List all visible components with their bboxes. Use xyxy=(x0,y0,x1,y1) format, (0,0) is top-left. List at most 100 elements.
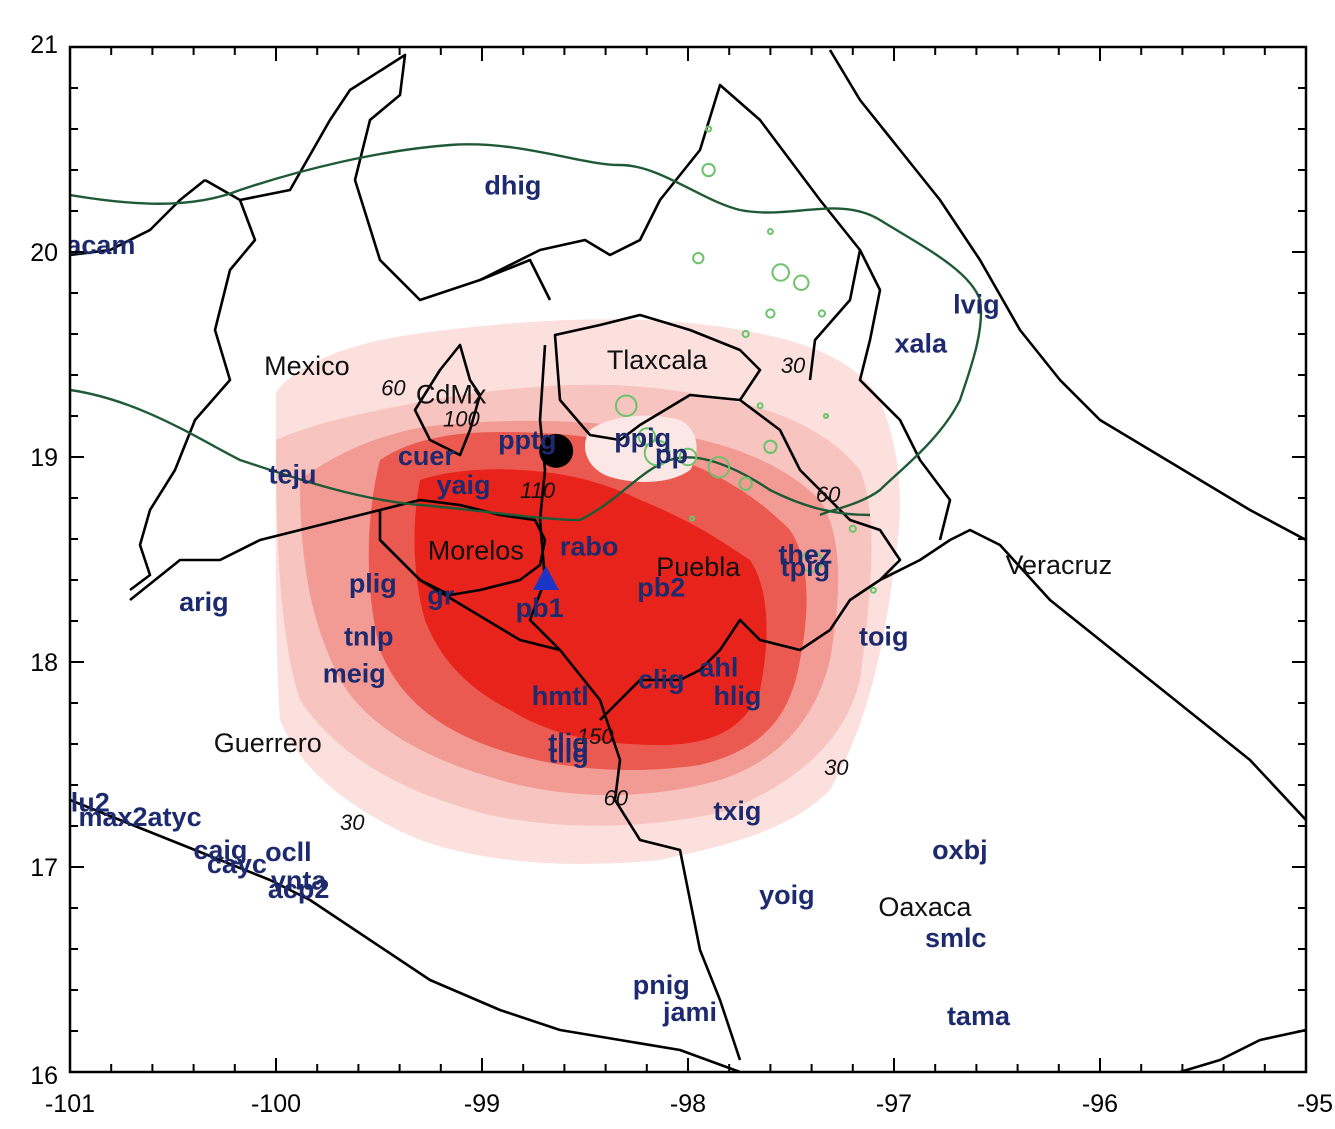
volcano-circle xyxy=(766,228,774,235)
station-label: yoig xyxy=(759,880,815,910)
contour-low-hole xyxy=(585,415,697,482)
y-tick-label: 17 xyxy=(30,854,58,882)
station-label: pb1 xyxy=(516,593,564,623)
map-plot-area: Mexico CdMx Tlaxcala Morelos Puebla Veracruz G… xyxy=(66,47,1306,1072)
belt-line-south xyxy=(70,388,871,522)
station-label: pptg xyxy=(498,425,556,455)
x-axis-tick-labels: -101 -100 -99 -98 -97 -96 -95 xyxy=(45,1090,1333,1118)
station-label: teju xyxy=(268,460,316,490)
station-label: pnig xyxy=(633,970,690,1000)
station-label: oxbj xyxy=(932,835,988,865)
y-tick-label: 19 xyxy=(30,444,58,472)
station-label: acp2 xyxy=(268,874,330,904)
volcano-circle xyxy=(741,329,750,339)
state-label-morelos: Morelos xyxy=(428,536,524,566)
contour-value-label: 60 xyxy=(381,376,406,401)
boundary-puebla-west xyxy=(528,344,742,1061)
volcano-circle xyxy=(771,263,790,282)
y-tick-label: 20 xyxy=(30,239,58,267)
station-label: rabo xyxy=(560,531,619,561)
station-label: toig xyxy=(859,622,908,652)
volcano-circle xyxy=(707,455,731,479)
station-label: gr xyxy=(427,581,454,611)
volcano-circle xyxy=(678,447,698,467)
volcano-circle xyxy=(800,550,823,573)
x-tick-label: -96 xyxy=(1082,1090,1118,1118)
contour-value-label: 100 xyxy=(443,406,480,431)
station-label: yaig xyxy=(436,470,490,500)
station-label: tnlp xyxy=(344,622,393,652)
axis-ticks xyxy=(69,46,1307,1073)
station-label: plig xyxy=(349,568,397,598)
station-label: dhig xyxy=(484,171,541,201)
boundary-mexico-west xyxy=(129,178,257,592)
boundary-guerrero-north xyxy=(129,508,561,652)
state-label-tlaxcala: Tlaxcala xyxy=(607,345,709,375)
station-label: ppig xyxy=(614,423,671,453)
station-label: meig xyxy=(323,659,386,689)
station-label: max2atyc xyxy=(78,802,201,832)
station-label: clig xyxy=(638,665,685,695)
x-tick-label: -95 xyxy=(1297,1090,1333,1118)
coastline-pacific xyxy=(70,798,741,1072)
station-label: arig xyxy=(179,587,229,617)
station-label: txig xyxy=(713,796,761,826)
volcano-markers xyxy=(614,125,877,594)
belt-line-north xyxy=(70,143,983,517)
volcano-circle xyxy=(848,524,857,533)
station-label: vnta xyxy=(271,866,328,896)
x-tick-label: -101 xyxy=(45,1090,95,1118)
station-label: acam xyxy=(66,230,135,260)
station-label: pp xyxy=(655,439,688,469)
state-labels: Mexico CdMx Tlaxcala Morelos Puebla Veracruz G… xyxy=(214,345,1112,922)
x-tick-label: -98 xyxy=(670,1090,706,1118)
y-tick-label: 16 xyxy=(30,1062,58,1090)
volcano-circle xyxy=(822,412,830,420)
boundary-cdmx xyxy=(413,343,482,457)
volcano-circle xyxy=(763,439,778,454)
state-label-guerrero: Guerrero xyxy=(214,728,322,758)
y-axis-tick-labels: 21 20 19 18 17 16 xyxy=(30,31,58,1090)
state-label-cdmx: CdMx xyxy=(416,380,487,410)
station-label: ocll xyxy=(265,837,312,867)
volcano-circle xyxy=(765,308,776,319)
state-label-oaxaca: Oaxaca xyxy=(878,892,972,922)
x-tick-label: -97 xyxy=(876,1090,912,1118)
station-label: lvig xyxy=(953,290,1000,320)
station-label: hmtl xyxy=(532,681,589,711)
volcano-circle xyxy=(793,274,810,291)
volcano-circle xyxy=(817,309,826,318)
station-label: tlig xyxy=(548,728,589,758)
station-label: cayc xyxy=(207,849,267,879)
station-label: cuer xyxy=(398,441,456,471)
boundary-oaxaca xyxy=(879,528,1306,821)
station-label: tama xyxy=(947,1001,1011,1031)
intensity-contours xyxy=(275,319,901,864)
station-label: caig xyxy=(193,835,247,865)
state-label-mexico: Mexico xyxy=(264,351,350,381)
station-label: ahl xyxy=(699,652,738,682)
contour-value-label: 30 xyxy=(824,755,849,780)
boundary-west-misc xyxy=(70,178,206,257)
x-tick-label: -99 xyxy=(464,1090,500,1118)
volcano-circle xyxy=(643,439,671,467)
boundary-hidalgo xyxy=(479,83,862,381)
volcano-circle xyxy=(738,476,753,491)
station-label: hlig xyxy=(713,681,761,711)
contour-value-label: 30 xyxy=(340,810,365,835)
epicenter-dot-marker xyxy=(539,433,574,468)
coastline-south xyxy=(1179,1028,1306,1072)
contour-level-core xyxy=(414,469,767,745)
station-label: thez xyxy=(778,540,832,570)
y-tick-label: 18 xyxy=(30,649,58,677)
boundary-puebla-east xyxy=(599,398,902,721)
station-label: pb2 xyxy=(637,572,685,602)
boundary-veracruz-west xyxy=(858,249,952,541)
volcano-circle xyxy=(869,586,877,594)
state-boundaries xyxy=(70,49,1306,1072)
contour-value-label: 110 xyxy=(520,478,556,503)
station-label: smlc xyxy=(925,923,987,953)
volcano-circle xyxy=(701,162,716,178)
